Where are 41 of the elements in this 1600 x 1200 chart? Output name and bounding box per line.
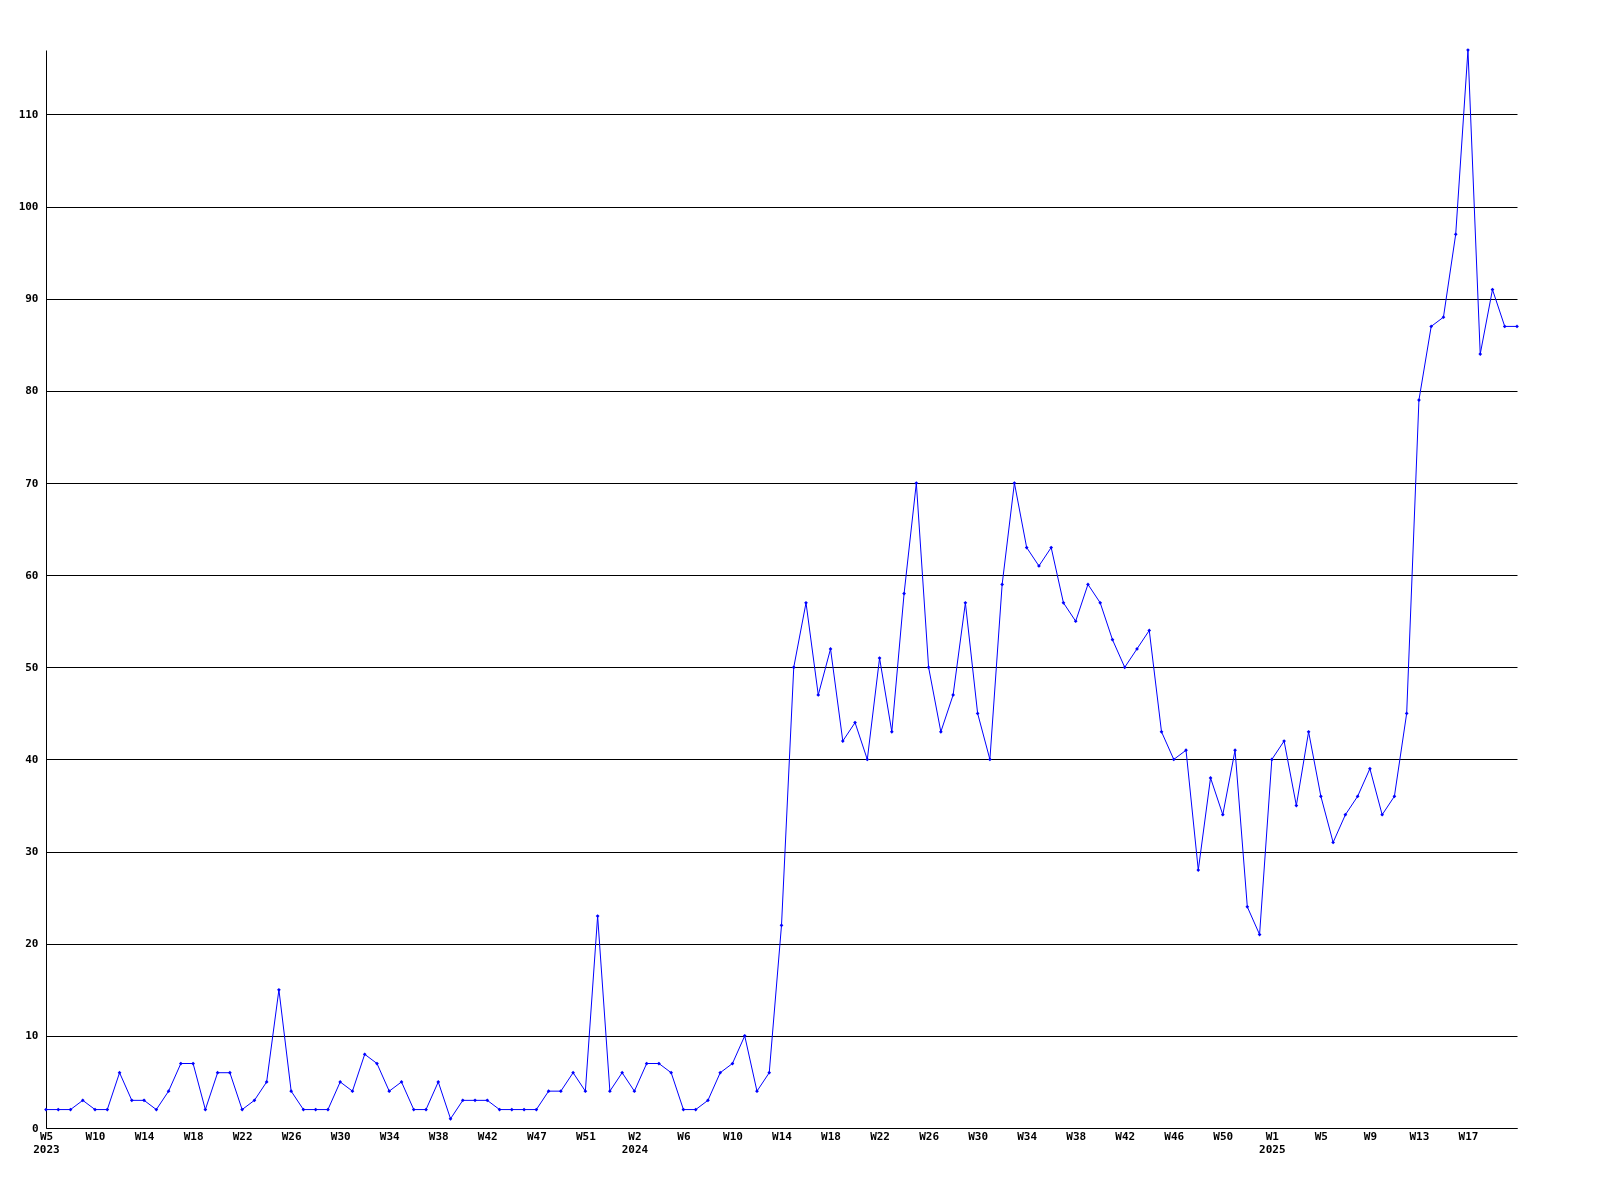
x-tick-label: W46 — [1164, 1129, 1185, 1143]
x-tick-label: W18 — [821, 1129, 841, 1143]
y-tick-label: 30 — [25, 845, 39, 859]
x-tick-label: W1 2025 — [1259, 1129, 1286, 1156]
x-tick-label: W14 — [134, 1129, 155, 1143]
x-tick-label: W51 — [575, 1129, 597, 1143]
x-tick-label: W30 — [968, 1129, 989, 1143]
y-tick-label: 50 — [25, 660, 39, 674]
x-tick-label: W5 — [1314, 1129, 1328, 1143]
x-tick-label: W30 — [330, 1129, 351, 1143]
y-tick-label: 0 — [31, 1121, 39, 1135]
x-tick-label: W17 — [1458, 1129, 1479, 1143]
x-tick-label: W47 — [526, 1129, 547, 1143]
x-tick-label: W26 — [281, 1129, 302, 1143]
x-tick-label: W50 — [1213, 1129, 1234, 1143]
x-tick-label: W38 — [1066, 1129, 1087, 1143]
x-tick-label: W6 — [677, 1129, 691, 1143]
y-tick-label: 60 — [25, 568, 39, 582]
x-tick-label: W18 — [183, 1129, 204, 1143]
y-tick-label: 80 — [25, 384, 39, 398]
x-tick-label: W14 — [772, 1129, 793, 1143]
x-tick-label: W42 — [1115, 1129, 1136, 1143]
x-tick-label: W34 — [379, 1129, 401, 1143]
y-tick-label: 100 — [18, 200, 39, 214]
x-tick-label: W13 — [1409, 1129, 1430, 1143]
y-tick-label: 40 — [25, 752, 39, 766]
x-tick-label: W2 2024 — [621, 1129, 649, 1156]
x-tick-label: W22 — [870, 1129, 890, 1143]
y-tick-label: 90 — [25, 292, 39, 306]
y-tick-label: 20 — [25, 937, 39, 951]
x-tick-label: W38 — [428, 1129, 449, 1143]
y-tick-label: 10 — [25, 1029, 39, 1043]
x-tick-label: W10 — [85, 1129, 106, 1143]
y-tick-label: 70 — [25, 476, 39, 490]
x-tick-label: W22 — [232, 1129, 253, 1143]
x-tick-label: W42 — [477, 1129, 498, 1143]
y-tick-label: 110 — [18, 108, 39, 121]
x-tick-label: W9 — [1363, 1129, 1378, 1143]
x-tick-label: W26 — [919, 1129, 940, 1143]
x-tick-label: W10 — [723, 1129, 743, 1143]
x-tick-label: W34 — [1017, 1129, 1038, 1143]
